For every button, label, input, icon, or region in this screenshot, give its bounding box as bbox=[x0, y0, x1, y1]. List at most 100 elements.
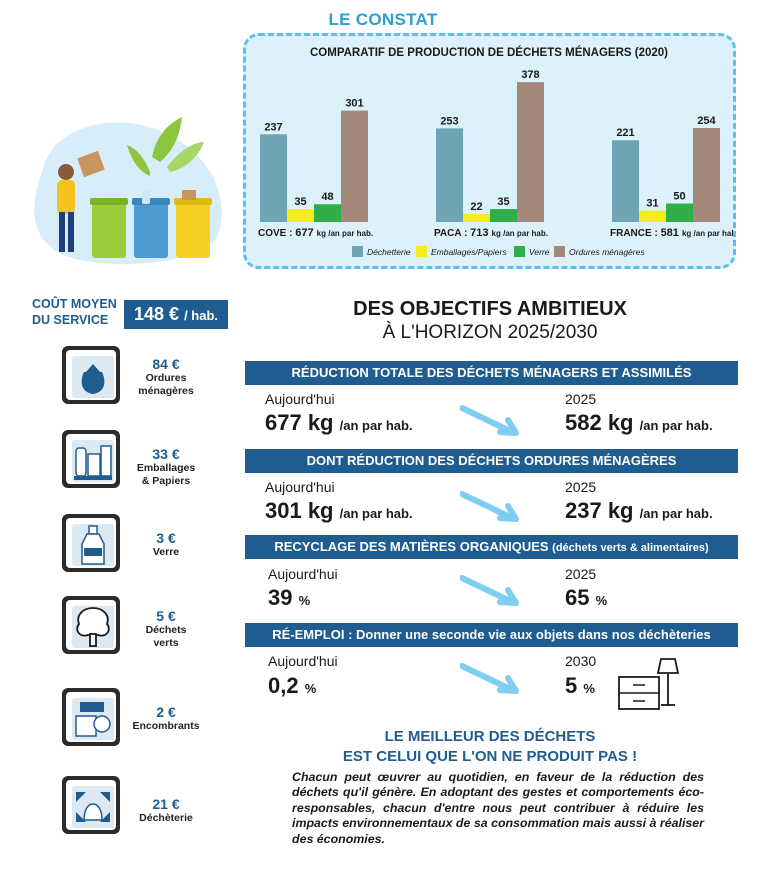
bar-cove-3 bbox=[341, 110, 368, 222]
legend-swatch bbox=[416, 246, 427, 257]
service-item-ordures: 84 € Ordures ménagères bbox=[128, 356, 204, 398]
tree-icon bbox=[62, 596, 120, 654]
chart-panel: COMPARATIF DE PRODUCTION DE DÉCHETS MÉNA… bbox=[243, 33, 736, 269]
section-title-constat: LE CONSTAT bbox=[328, 10, 438, 29]
objective-4-from-label: Aujourd'hui bbox=[268, 653, 338, 669]
value-unit: % bbox=[298, 593, 311, 608]
service-label: Encombrants bbox=[132, 720, 200, 732]
category-label: FRANCE : 581 kg /an par hab. bbox=[610, 227, 733, 239]
service-label-2: verts bbox=[153, 637, 179, 649]
bar-france-3 bbox=[693, 128, 720, 222]
value-number: 677 kg bbox=[265, 410, 334, 435]
bar-value-label: 301 bbox=[345, 98, 363, 110]
service-amount: 5 € bbox=[156, 608, 176, 624]
bar-france-1 bbox=[639, 210, 666, 222]
service-item-decheterie: 21 € Déchèterie bbox=[128, 796, 204, 825]
bar-value-label: 378 bbox=[521, 69, 539, 81]
arrow-icon bbox=[460, 663, 519, 694]
category-label: PACA : 713 kg /an par hab. bbox=[434, 227, 548, 239]
bar-value-label: 254 bbox=[697, 115, 716, 127]
service-item-dechets-verts: 5 € Déchets verts bbox=[128, 608, 204, 650]
value-number: 5 bbox=[565, 673, 578, 698]
objective-1-from-label: Aujourd'hui bbox=[265, 391, 335, 407]
cost-value-badge: 148 € / hab. bbox=[124, 300, 229, 329]
packaging-icon bbox=[62, 430, 120, 488]
value-number: 65 bbox=[565, 585, 590, 610]
objective-band-title: DONT RÉDUCTION DES DÉCHETS ORDURES MÉNAG… bbox=[306, 453, 677, 468]
bar-value-label: 22 bbox=[470, 201, 482, 213]
legend-swatch bbox=[514, 246, 525, 257]
objective-1-from-value: 677 kg /an par hab. bbox=[265, 410, 413, 436]
cost-value: 148 € bbox=[134, 304, 180, 324]
bar-cove-0 bbox=[260, 134, 287, 222]
value-number: 39 bbox=[268, 585, 293, 610]
bar-value-label: 221 bbox=[616, 127, 634, 139]
best-waste-text: Chacun peut œuvrer au quotidien, en fave… bbox=[292, 770, 704, 846]
objective-band-3: RECYCLAGE DES MATIÈRES ORGANIQUES (déche… bbox=[245, 535, 738, 559]
bar-france-2 bbox=[666, 203, 693, 222]
service-label: Déchets bbox=[145, 624, 187, 636]
bar-france-0 bbox=[612, 140, 639, 222]
legend-label: Ordures ménagères bbox=[569, 247, 645, 257]
service-amount: 3 € bbox=[156, 530, 176, 546]
service-label: Emballages bbox=[136, 462, 196, 474]
service-item-encombrants: 2 € Encombrants bbox=[128, 704, 204, 733]
objective-2-from-value: 301 kg /an par hab. bbox=[265, 498, 413, 524]
legend-swatch bbox=[352, 246, 363, 257]
objective-3-to-value: 65 % bbox=[565, 585, 607, 611]
objective-3-from-label: Aujourd'hui bbox=[268, 566, 338, 582]
objectives-subtitle: À L'HORIZON 2025/2030 bbox=[382, 322, 598, 343]
objective-3-from-value: 39 % bbox=[268, 585, 310, 611]
legend-label: Verre bbox=[529, 247, 550, 257]
value-unit: /an par hab. bbox=[639, 506, 713, 521]
bar-cove-1 bbox=[287, 209, 314, 222]
category-label: COVE : 677 kg /an par hab. bbox=[258, 227, 373, 239]
service-amount: 33 € bbox=[152, 446, 180, 462]
bulky-items-icon bbox=[62, 688, 120, 746]
bar-paca-3 bbox=[517, 82, 544, 222]
recycling-center-icon bbox=[62, 776, 120, 834]
objective-4-to-value: 5 % bbox=[565, 673, 595, 699]
service-item-emballages: 33 € Emballages & Papiers bbox=[128, 446, 204, 488]
bar-value-label: 48 bbox=[321, 191, 333, 203]
best-waste-title: LE MEILLEUR DES DÉCHETS EST CELUI QUE L'… bbox=[245, 727, 735, 767]
objective-band-2: DONT RÉDUCTION DES DÉCHETS ORDURES MÉNAG… bbox=[245, 449, 738, 473]
objective-4-to-label: 2030 bbox=[565, 653, 597, 669]
value-unit: /an par hab. bbox=[339, 506, 413, 521]
furniture-icon bbox=[618, 658, 680, 710]
arrow-icon bbox=[460, 491, 519, 522]
cost-label: COÛT MOYEN DU SERVICE bbox=[32, 296, 124, 328]
value-number: 237 kg bbox=[565, 498, 634, 523]
bar-value-label: 253 bbox=[440, 115, 458, 127]
recycling-illustration bbox=[34, 117, 222, 264]
cost-unit: / hab. bbox=[184, 308, 219, 323]
service-label-2: ménagères bbox=[138, 385, 194, 397]
bar-value-label: 35 bbox=[294, 196, 306, 208]
service-label: Ordures bbox=[145, 372, 187, 384]
objectives-title: DES OBJECTIFS AMBITIEUX bbox=[353, 298, 627, 320]
bar-chart: COMPARATIF DE PRODUCTION DE DÉCHETS MÉNA… bbox=[258, 46, 733, 257]
objective-2-from-label: Aujourd'hui bbox=[265, 479, 335, 495]
value-number: 301 kg bbox=[265, 498, 334, 523]
value-unit: % bbox=[595, 593, 608, 608]
service-amount: 21 € bbox=[152, 796, 180, 812]
arrow-icon bbox=[460, 575, 519, 606]
bar-value-label: 237 bbox=[264, 121, 282, 133]
bar-paca-1 bbox=[463, 213, 490, 222]
bar-value-label: 50 bbox=[673, 191, 685, 203]
legend-swatch bbox=[554, 246, 565, 257]
service-label: Verre bbox=[152, 546, 180, 558]
objective-2-to-value: 237 kg /an par hab. bbox=[565, 498, 713, 524]
bar-value-label: 31 bbox=[646, 198, 658, 210]
objective-1-to-value: 582 kg /an par hab. bbox=[565, 410, 713, 436]
best-waste-title-line2: EST CELUI QUE L'ON NE PRODUIT PAS ! bbox=[342, 748, 638, 765]
cost-label-line1: COÛT MOYEN bbox=[32, 297, 117, 311]
bar-paca-0 bbox=[436, 128, 463, 222]
best-waste-title-line1: LE MEILLEUR DES DÉCHETS bbox=[384, 728, 596, 745]
objective-band-note: (déchets verts & alimentaires) bbox=[552, 542, 709, 554]
value-unit: % bbox=[304, 681, 317, 696]
glass-bottle-icon bbox=[62, 514, 120, 572]
value-unit: /an par hab. bbox=[639, 418, 713, 433]
service-item-verre: 3 € Verre bbox=[128, 530, 204, 559]
objective-1-to-label: 2025 bbox=[565, 391, 597, 407]
